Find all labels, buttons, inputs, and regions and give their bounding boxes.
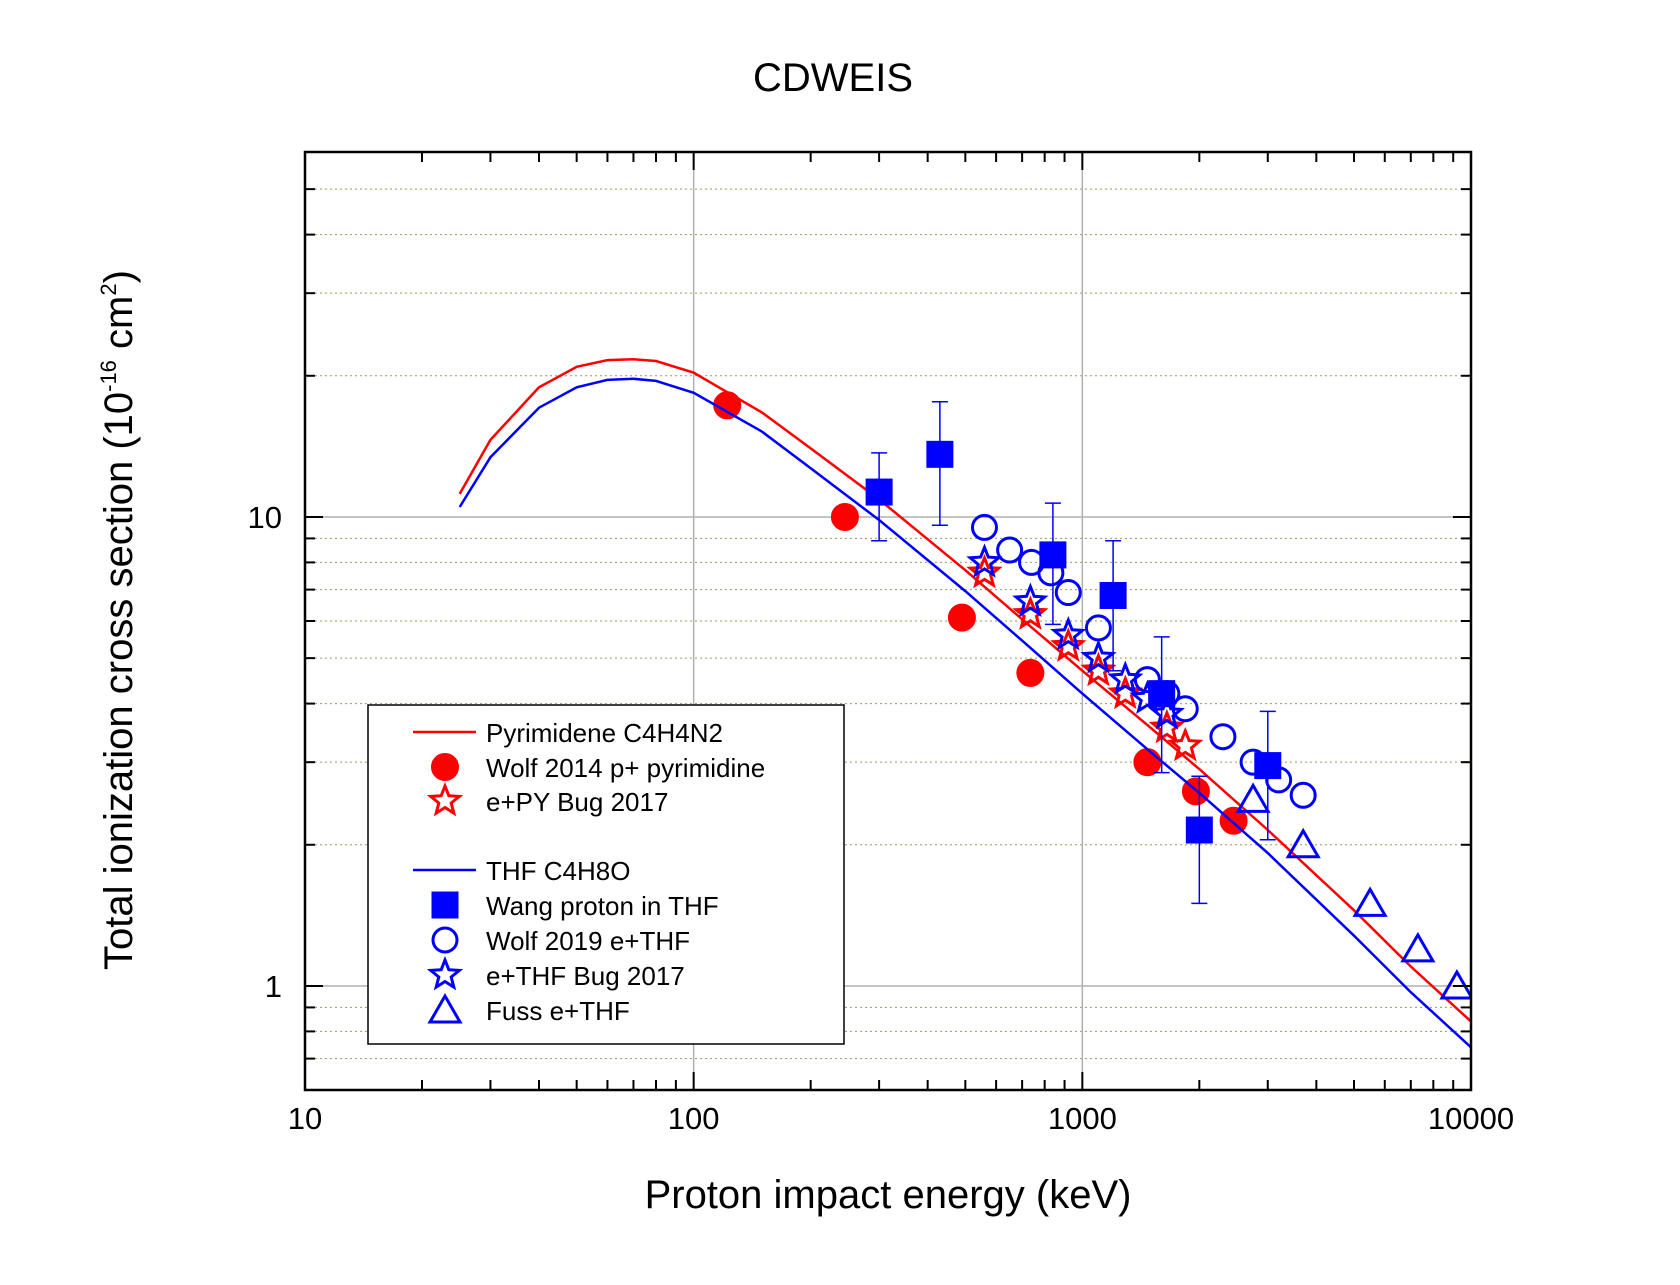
plot-frame bbox=[303, 150, 1473, 1092]
x-axis-label: Proton impact energy (keV) bbox=[645, 1173, 1132, 1217]
series-line-thf-c4h8o bbox=[458, 377, 1471, 1049]
data-point-circle bbox=[713, 391, 742, 420]
series-fuss-e-thf bbox=[1235, 782, 1471, 1000]
series-line-pyrimidene-c4h4n2 bbox=[458, 357, 1471, 1023]
data-point-circle bbox=[1265, 766, 1293, 794]
tick-labels: 10 100 1000 10000 1 10 bbox=[248, 500, 1515, 1136]
data-point-star bbox=[1148, 694, 1186, 730]
y-axis-label: Total ionization cross section (10-16 cm… bbox=[96, 270, 141, 970]
data-point-star bbox=[1107, 660, 1144, 696]
series-wang-proton-in-thf bbox=[865, 401, 1282, 905]
legend-item-e-py-bug-2017: e+PY Bug 2017 bbox=[426, 781, 668, 817]
series-pyrimidene-c4h4n2 bbox=[458, 357, 1471, 1023]
x-tick-label: 10000 bbox=[1428, 1101, 1514, 1136]
data-point-star bbox=[1080, 638, 1117, 674]
legend-label: Wang proton in THF bbox=[486, 891, 719, 921]
series-wolf-2019-e-thf bbox=[970, 513, 1317, 809]
data-point-triangle bbox=[1400, 931, 1436, 963]
data-point-star bbox=[966, 543, 1003, 578]
legend-label: Fuss e+THF bbox=[486, 996, 630, 1026]
x-tick-label: 100 bbox=[668, 1101, 720, 1136]
legend-label: e+THF Bug 2017 bbox=[486, 961, 685, 991]
data-point-star bbox=[1050, 616, 1087, 651]
legend-swatch-square bbox=[431, 891, 459, 919]
x-tick-label: 1000 bbox=[1048, 1101, 1117, 1136]
y-axis-label-exp1: -16 bbox=[96, 360, 121, 392]
data-point-star bbox=[1050, 627, 1087, 662]
y-axis-label-exp2: 2 bbox=[96, 283, 121, 295]
y-tick-label: 1 bbox=[265, 969, 282, 1004]
legend-label: Wolf 2014 p+ pyrimidine bbox=[486, 753, 765, 783]
data-point-square bbox=[865, 478, 893, 506]
legend-item-fuss-e-thf: Fuss e+THF bbox=[427, 992, 630, 1026]
data-point-circle bbox=[1084, 614, 1112, 642]
data-point-star bbox=[1012, 595, 1049, 630]
legend-label: Pyrimidene C4H4N2 bbox=[486, 718, 723, 748]
data-point-star bbox=[1167, 726, 1204, 762]
data-point-star bbox=[1080, 651, 1117, 687]
y-axis-label-main: Total ionization cross section (10 bbox=[97, 392, 141, 970]
data-point-triangle bbox=[1352, 886, 1388, 917]
data-point-square bbox=[1185, 816, 1213, 844]
legend-swatch-triangle bbox=[427, 992, 463, 1024]
series-e-thf-bug-2017 bbox=[966, 543, 1186, 730]
series-e-py-bug-2017 bbox=[966, 553, 1204, 762]
data-point-circle bbox=[996, 536, 1024, 564]
legend-item-e-thf-bug-2017: e+THF Bug 2017 bbox=[426, 955, 685, 991]
data-point-star bbox=[1012, 582, 1049, 618]
chart-title: CDWEIS bbox=[753, 56, 913, 100]
series-thf-c4h8o bbox=[458, 377, 1471, 1049]
data-point-square bbox=[926, 440, 954, 468]
data-point-circle bbox=[1239, 748, 1267, 776]
data-point-circle bbox=[1289, 781, 1317, 809]
y-axis-label-end: ) bbox=[97, 270, 141, 283]
legend-swatch-circle bbox=[431, 926, 459, 954]
data-point-star bbox=[1148, 708, 1185, 744]
legend-swatch-star bbox=[426, 781, 464, 817]
data-point-triangle bbox=[1235, 782, 1271, 813]
legend-label: e+PY Bug 2017 bbox=[486, 787, 668, 817]
series-wolf-2014-p-pyrimidine bbox=[713, 391, 1248, 835]
data-point-star bbox=[1129, 679, 1166, 715]
data-point-triangle bbox=[1285, 827, 1321, 859]
legend-swatch-star bbox=[426, 955, 464, 991]
legend-item-wang-proton-in-thf: Wang proton in THF bbox=[431, 891, 719, 921]
y-tick-label: 10 bbox=[248, 500, 282, 535]
legend-item-wolf-2014-p-pyrimidine: Wolf 2014 p+ pyrimidine bbox=[431, 753, 765, 783]
data-point-circle bbox=[1037, 559, 1065, 587]
data-point-circle bbox=[830, 502, 859, 531]
data-point-circle bbox=[1209, 723, 1237, 751]
data-point-circle bbox=[970, 513, 998, 541]
data-point-square bbox=[1099, 582, 1127, 610]
x-tick-label: 10 bbox=[288, 1101, 322, 1136]
data-point-star bbox=[966, 553, 1003, 589]
plot-area bbox=[458, 357, 1471, 1049]
data-point-star bbox=[1107, 674, 1144, 710]
legend-item-thf-c4h8o: THF C4H8O bbox=[413, 856, 630, 886]
legend-label: Wolf 2019 e+THF bbox=[486, 926, 690, 956]
legend-item-pyrimidene-c4h4n2: Pyrimidene C4H4N2 bbox=[413, 718, 723, 748]
data-point-circle bbox=[1054, 579, 1082, 607]
data-point-circle bbox=[1133, 748, 1162, 777]
legend: Pyrimidene C4H4N2 Wolf 2014 p+ pyrimidine… bbox=[367, 704, 845, 1045]
legend-label: THF C4H8O bbox=[486, 856, 630, 886]
legend-swatch-circle bbox=[431, 753, 459, 781]
legend-item-wolf-2019-e-thf: Wolf 2019 e+THF bbox=[431, 926, 690, 956]
data-point-circle bbox=[1016, 658, 1045, 687]
data-point-circle bbox=[947, 603, 976, 632]
y-axis-label-mid: cm bbox=[97, 296, 141, 360]
